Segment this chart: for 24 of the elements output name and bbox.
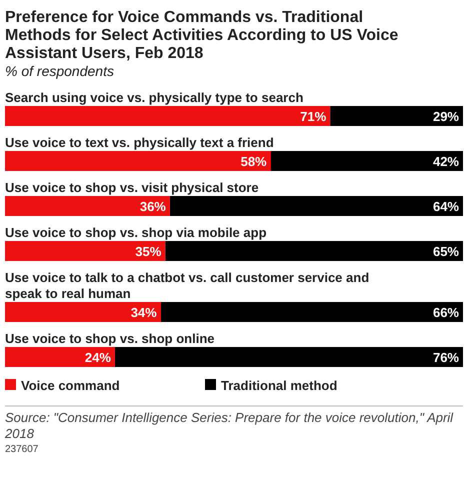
y-tick-label: Use voice to shop vs. shop online: [5, 331, 214, 346]
data-label: 29%: [432, 109, 460, 124]
data-label: 36%: [140, 199, 166, 214]
chart-title: Preference for Voice Commands vs. Traditional Methods for Select Activities According to US Voice Assistant Users, Feb 2018: [5, 9, 398, 62]
data-label: 42%: [432, 154, 460, 169]
source-note: Source: "Consumer Intelligence Series: Prepare for the voice revolution," April 2018: [4, 410, 454, 441]
y-tick-label: Use voice to text vs. physically text a friend: [5, 135, 274, 150]
data-label: 34%: [130, 305, 158, 320]
legend-label: Voice command: [21, 378, 120, 393]
data-label: 66%: [432, 305, 460, 320]
chart-subtitle: % of respondents: [5, 63, 114, 79]
data-label: 71%: [300, 109, 327, 124]
text: 237607: [5, 444, 39, 455]
legend-label: Traditional method: [221, 378, 338, 393]
data-label: 58%: [240, 154, 268, 169]
data-label: 76%: [432, 350, 460, 365]
y-tick-label: Use voice to shop vs. visit physical store: [5, 180, 259, 195]
data-label: 24%: [84, 350, 112, 365]
data-label: 65%: [432, 244, 460, 259]
data-label: 64%: [432, 199, 460, 214]
data-label: 35%: [135, 244, 162, 259]
y-tick-label: Use voice to shop vs. shop via mobile app: [5, 225, 267, 240]
y-tick-label: Use voice to talk to a chatbot vs. call customer service and speak to real human: [5, 270, 370, 301]
y-tick-label: Search using voice vs. physically type to search: [5, 90, 304, 105]
